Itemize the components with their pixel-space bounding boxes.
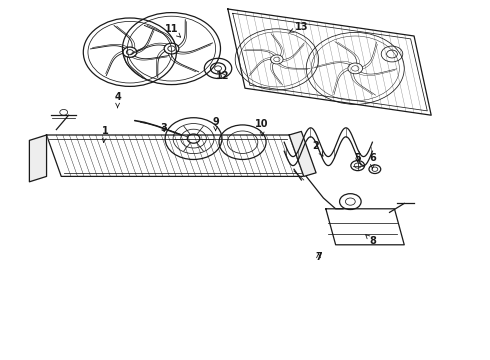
Text: 13: 13 [289, 22, 308, 32]
Polygon shape [289, 131, 316, 176]
Text: 7: 7 [315, 252, 322, 262]
Text: 4: 4 [114, 92, 121, 108]
Text: 5: 5 [354, 153, 361, 163]
Text: 11: 11 [165, 24, 181, 37]
Text: 2: 2 [313, 141, 323, 156]
Polygon shape [326, 209, 404, 245]
Text: 10: 10 [255, 119, 269, 136]
Text: 12: 12 [216, 71, 230, 81]
Text: 6: 6 [369, 153, 376, 169]
Text: 9: 9 [212, 117, 219, 131]
Polygon shape [29, 135, 47, 182]
Polygon shape [47, 135, 304, 176]
Text: 8: 8 [366, 235, 376, 246]
Text: 3: 3 [161, 123, 168, 133]
Text: 1: 1 [102, 126, 109, 142]
